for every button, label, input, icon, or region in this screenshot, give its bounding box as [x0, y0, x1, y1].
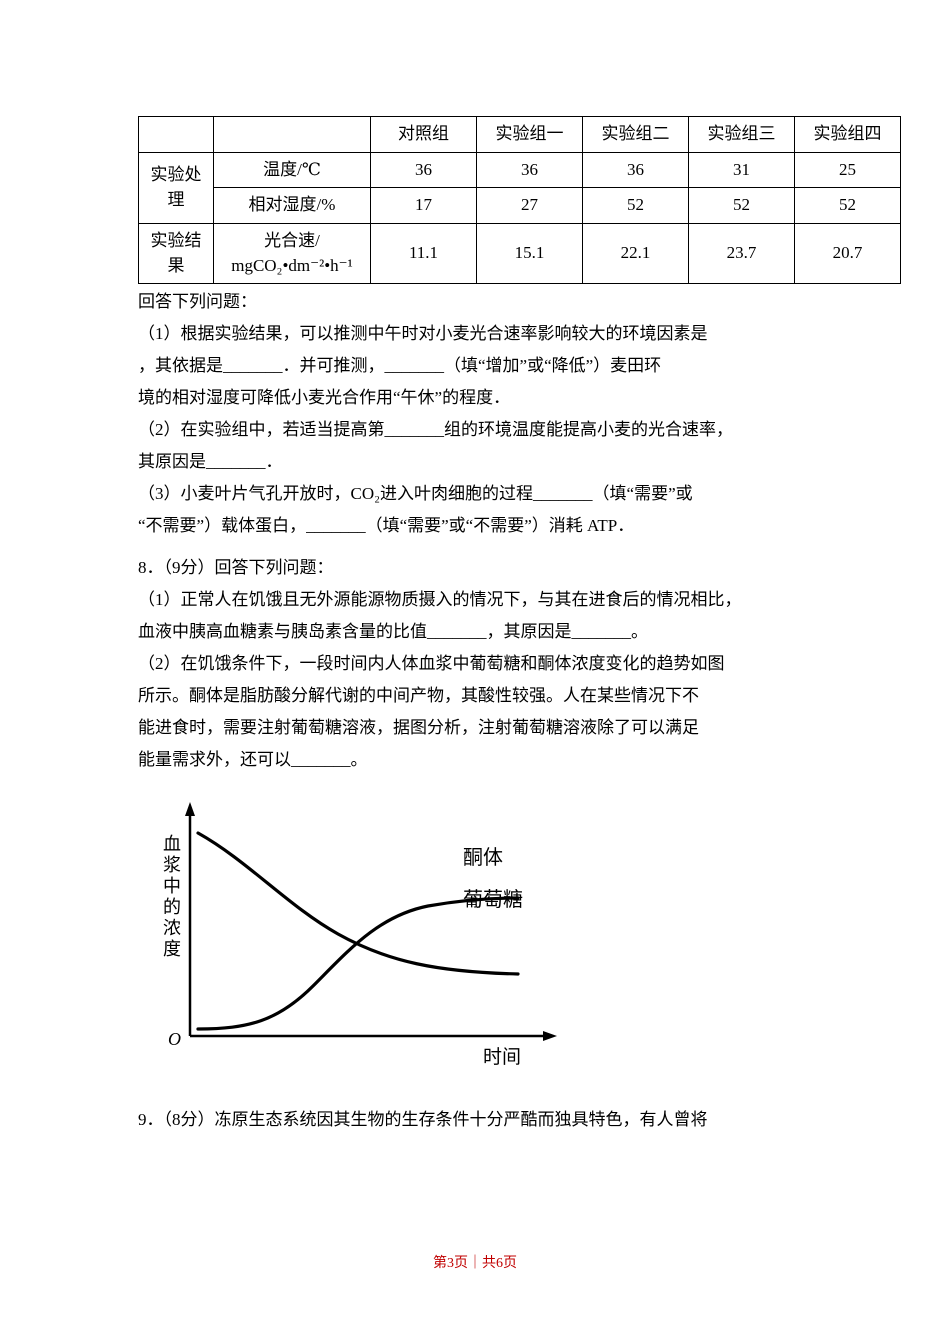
question-2: （2）在实验组中，若适当提高第_______组的环境温度能提高小麦的光合速率， … — [138, 414, 868, 478]
table-header-group1: 实验组一 — [476, 116, 583, 153]
q3-line-2: “不需要”）载体蛋白，_______（填“需要”或“不需要”）消耗 ATP． — [138, 516, 635, 536]
cell-rate-g1: 15.1 — [476, 222, 583, 285]
cell-rate-g3: 23.7 — [688, 222, 795, 285]
page-footer-text: 第3页｜共6页 — [433, 1256, 517, 1271]
y-axis-arrow — [185, 802, 195, 817]
row-label-temperature: 温度/℃ — [213, 151, 371, 189]
q2-line-1: （2）在实验组中，若适当提高第_______组的环境温度能提高小麦的光合速率， — [138, 420, 733, 440]
q8-1-line-1: （1）正常人在饥饿且无外源能源物质摄入的情况下，与其在进食后的情况相比， — [138, 590, 742, 610]
table-header-blank-2 — [213, 116, 371, 153]
concentration-chart: 血浆中的浓度 O 时间 酮体 葡萄糖 — [138, 786, 868, 1086]
cell-hum-g3: 52 — [688, 187, 795, 224]
experiment-table: 对照组 实验组一 实验组二 实验组三 实验组四 实验处 理 温度/℃ 36 36… — [138, 116, 901, 285]
question-3: （3）小麦叶片气孔开放时，CO₂进入叶肉细胞的过程_______（填“需要”或 … — [138, 478, 868, 542]
table-row: 实验处 理 温度/℃ 36 36 36 31 25 — [138, 151, 901, 224]
question-8-1: （1）正常人在饥饿且无外源能源物质摄入的情况下，与其在进食后的情况相比， 血液中… — [138, 584, 868, 648]
y-axis-label: 血浆中的浓度 — [163, 834, 181, 960]
row-group-treatment: 实验处 理 — [138, 151, 214, 224]
q8-2-line-2: 所示。酮体是脂肪酸分解代谢的中间产物，其酸性较强。人在某些情况下不 — [138, 686, 699, 706]
q8-1-line-2: 血液中胰高血糖素与胰岛素含量的比值_______，其原因是_______。 — [138, 622, 648, 642]
cell-hum-control: 17 — [370, 187, 477, 224]
cell-rate-control: 11.1 — [370, 222, 477, 285]
row-label-humidity: 相对湿度/% — [213, 187, 371, 224]
row-group-result: 实验结 果 — [138, 222, 214, 285]
x-axis-label: 时间 — [483, 1047, 522, 1069]
series-label-ketone: 酮体 — [463, 847, 503, 870]
q1-line-3: 境的相对湿度可降低小麦光合作用“午休”的程度． — [138, 388, 511, 408]
q1-line-1: （1）根据实验结果，可以推测中午时对小麦光合速率影响较大的环境因素是 — [138, 324, 708, 344]
origin-label: O — [168, 1029, 181, 1050]
row-label-photosynthetic-rate: 光合速/ mgCO₂•dm⁻²•h⁻¹ — [213, 222, 371, 285]
cell-temp-g3: 31 — [688, 151, 795, 189]
page-footer: 第3页｜共6页 — [0, 1252, 950, 1272]
chart-svg — [185, 802, 557, 1042]
cell-temp-g2: 36 — [582, 151, 689, 189]
q2-line-2: 其原因是_______． — [138, 452, 283, 472]
table-row: 相对湿度/% 17 27 52 52 52 — [139, 187, 901, 224]
q9-line-1: 9．（8分）冻原生态系统因其生物的生存条件十分严酷而独具特色，有人曾将 — [138, 1110, 708, 1130]
table-header-row: 对照组 实验组一 实验组二 实验组三 实验组四 — [138, 116, 901, 153]
x-axis-arrow — [543, 1031, 557, 1042]
question-9: 9．（8分）冻原生态系统因其生物的生存条件十分严酷而独具特色，有人曾将 — [138, 1104, 868, 1136]
table-header-blank-1 — [138, 116, 214, 153]
q1-line-2: ，其依据是_______．并可推测，_______（填“增加”或“降低”）麦田环 — [138, 356, 662, 376]
glucose-curve — [196, 896, 520, 1031]
table-header-group3: 实验组三 — [688, 116, 795, 153]
question-8-2: （2）在饥饿条件下，一段时间内人体血浆中葡萄糖和酮体浓度变化的趋势如图 所示。酮… — [138, 648, 868, 776]
cell-temp-control: 36 — [370, 151, 477, 189]
page-content: 对照组 实验组一 实验组二 实验组三 实验组四 实验处 理 温度/℃ 36 36… — [138, 116, 901, 1136]
cell-rate-g4: 20.7 — [794, 222, 901, 285]
q8-2-line-4: 能量需求外，还可以_______。 — [138, 750, 368, 770]
question-8-title: 8．（9分）回答下列问题： — [138, 558, 334, 578]
answer-prompt: 回答下列问题： — [138, 292, 257, 312]
q3-line-1: （3）小麦叶片气孔开放时，CO₂进入叶肉细胞的过程_______（填“需要”或 — [138, 484, 693, 504]
table-row: 实验结 果 光合速/ mgCO₂•dm⁻²•h⁻¹ 11.1 15.1 22.1… — [138, 222, 901, 285]
question-1: （1）根据实验结果，可以推测中午时对小麦光合速率影响较大的环境因素是 ，其依据是… — [138, 318, 868, 414]
table-header-control: 对照组 — [370, 116, 477, 153]
table-header-group2: 实验组二 — [582, 116, 689, 153]
cell-temp-g4: 25 — [794, 151, 901, 189]
cell-hum-g2: 52 — [582, 187, 689, 224]
cell-hum-g4: 52 — [794, 187, 901, 224]
q8-2-line-1: （2）在饥饿条件下，一段时间内人体血浆中葡萄糖和酮体浓度变化的趋势如图 — [138, 654, 725, 674]
q8-2-line-3: 能进食时，需要注射葡萄糖溶液，据图分析，注射葡萄糖溶液除了可以满足 — [138, 718, 699, 738]
cell-rate-g2: 22.1 — [582, 222, 689, 285]
series-label-glucose: 葡萄糖 — [463, 889, 523, 912]
ketone-curve — [196, 831, 520, 976]
cell-hum-g1: 27 — [476, 187, 583, 224]
table-header-group4: 实验组四 — [794, 116, 901, 153]
cell-temp-g1: 36 — [476, 151, 583, 189]
